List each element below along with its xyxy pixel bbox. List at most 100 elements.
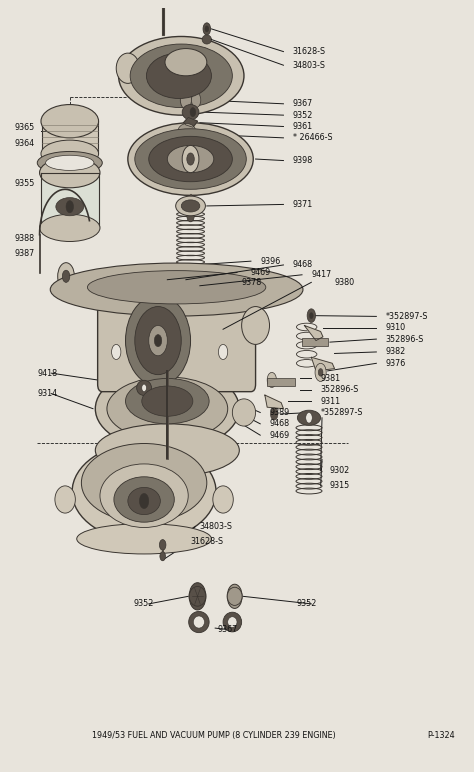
- Text: 9389: 9389: [270, 408, 290, 417]
- Text: 31628-S: 31628-S: [191, 537, 224, 547]
- Circle shape: [227, 584, 242, 608]
- Ellipse shape: [40, 215, 100, 242]
- Ellipse shape: [128, 123, 253, 195]
- Text: 9367: 9367: [293, 100, 313, 108]
- Text: 9367: 9367: [218, 625, 238, 634]
- Circle shape: [205, 26, 209, 32]
- Ellipse shape: [56, 198, 84, 215]
- Text: 9352: 9352: [297, 599, 317, 608]
- Ellipse shape: [126, 378, 209, 424]
- Circle shape: [149, 326, 167, 356]
- Text: 9382: 9382: [386, 347, 406, 357]
- Ellipse shape: [114, 477, 174, 522]
- Text: 9315: 9315: [330, 482, 350, 490]
- Text: 9387: 9387: [14, 249, 34, 258]
- Circle shape: [66, 201, 73, 213]
- Text: 9378: 9378: [242, 278, 262, 287]
- Circle shape: [182, 145, 199, 173]
- Ellipse shape: [37, 151, 102, 174]
- Text: 9469: 9469: [251, 268, 271, 277]
- Text: 9469: 9469: [270, 431, 290, 440]
- Ellipse shape: [297, 410, 320, 425]
- Ellipse shape: [55, 486, 75, 513]
- Circle shape: [155, 334, 162, 347]
- Text: 9418: 9418: [37, 369, 57, 378]
- Ellipse shape: [176, 196, 205, 215]
- Circle shape: [187, 210, 194, 222]
- Ellipse shape: [178, 124, 196, 141]
- Ellipse shape: [118, 36, 244, 115]
- Ellipse shape: [181, 200, 200, 212]
- Ellipse shape: [95, 367, 239, 450]
- Text: P-1324: P-1324: [428, 731, 456, 740]
- Ellipse shape: [146, 53, 211, 99]
- Ellipse shape: [116, 53, 139, 83]
- Ellipse shape: [130, 44, 232, 107]
- Text: 9381: 9381: [320, 374, 341, 383]
- Text: 9302: 9302: [330, 466, 350, 476]
- Ellipse shape: [46, 155, 94, 171]
- Ellipse shape: [228, 617, 237, 628]
- Circle shape: [315, 364, 326, 381]
- Circle shape: [187, 153, 194, 165]
- Circle shape: [189, 583, 206, 610]
- Ellipse shape: [128, 487, 160, 515]
- Circle shape: [63, 270, 70, 283]
- Circle shape: [160, 552, 165, 560]
- Text: 9310: 9310: [386, 323, 406, 332]
- Circle shape: [159, 540, 166, 550]
- Circle shape: [142, 384, 146, 391]
- Circle shape: [318, 368, 323, 376]
- Ellipse shape: [189, 611, 209, 632]
- FancyBboxPatch shape: [98, 282, 255, 391]
- Circle shape: [307, 309, 316, 323]
- Text: 9388: 9388: [14, 234, 34, 243]
- Text: 352896-S: 352896-S: [386, 334, 424, 344]
- Ellipse shape: [72, 442, 216, 541]
- Ellipse shape: [189, 587, 206, 606]
- Text: 9352: 9352: [293, 110, 313, 120]
- Ellipse shape: [165, 49, 207, 76]
- Ellipse shape: [41, 141, 99, 168]
- Ellipse shape: [77, 523, 211, 554]
- Circle shape: [310, 313, 313, 319]
- Text: 352896-S: 352896-S: [320, 385, 359, 394]
- Ellipse shape: [41, 104, 99, 138]
- Ellipse shape: [40, 157, 100, 188]
- Ellipse shape: [182, 104, 199, 120]
- Ellipse shape: [100, 464, 188, 527]
- Ellipse shape: [126, 295, 191, 386]
- Polygon shape: [40, 173, 99, 228]
- Bar: [42, 121, 98, 154]
- Text: 9396: 9396: [260, 256, 281, 266]
- Circle shape: [219, 344, 228, 360]
- Text: 1949/53 FUEL AND VACUUM PUMP (8 CYLINDER 239 ENGINE): 1949/53 FUEL AND VACUUM PUMP (8 CYLINDER…: [92, 731, 336, 740]
- Ellipse shape: [167, 145, 214, 173]
- Circle shape: [190, 107, 196, 117]
- Ellipse shape: [202, 35, 211, 44]
- Polygon shape: [183, 117, 198, 127]
- Text: * 26466-S: * 26466-S: [293, 134, 332, 142]
- Text: 34803-S: 34803-S: [200, 522, 233, 531]
- Text: 31628-S: 31628-S: [293, 47, 326, 56]
- Circle shape: [306, 412, 312, 423]
- Circle shape: [191, 93, 201, 107]
- Ellipse shape: [87, 271, 266, 304]
- Ellipse shape: [227, 587, 242, 605]
- Circle shape: [111, 344, 121, 360]
- Text: 9352: 9352: [134, 599, 154, 608]
- Text: 9365: 9365: [14, 123, 34, 132]
- Text: 9371: 9371: [293, 200, 313, 209]
- Text: 9361: 9361: [293, 122, 313, 131]
- Circle shape: [139, 493, 149, 509]
- Text: 9364: 9364: [14, 140, 34, 148]
- Text: 9314: 9314: [37, 389, 57, 398]
- Polygon shape: [311, 357, 335, 371]
- Circle shape: [267, 372, 276, 388]
- Text: 9468: 9468: [270, 419, 290, 428]
- Text: 9311: 9311: [320, 397, 341, 405]
- Ellipse shape: [149, 137, 232, 181]
- Circle shape: [203, 23, 210, 35]
- Text: *352897-S: *352897-S: [386, 312, 428, 321]
- Text: 9398: 9398: [293, 156, 313, 165]
